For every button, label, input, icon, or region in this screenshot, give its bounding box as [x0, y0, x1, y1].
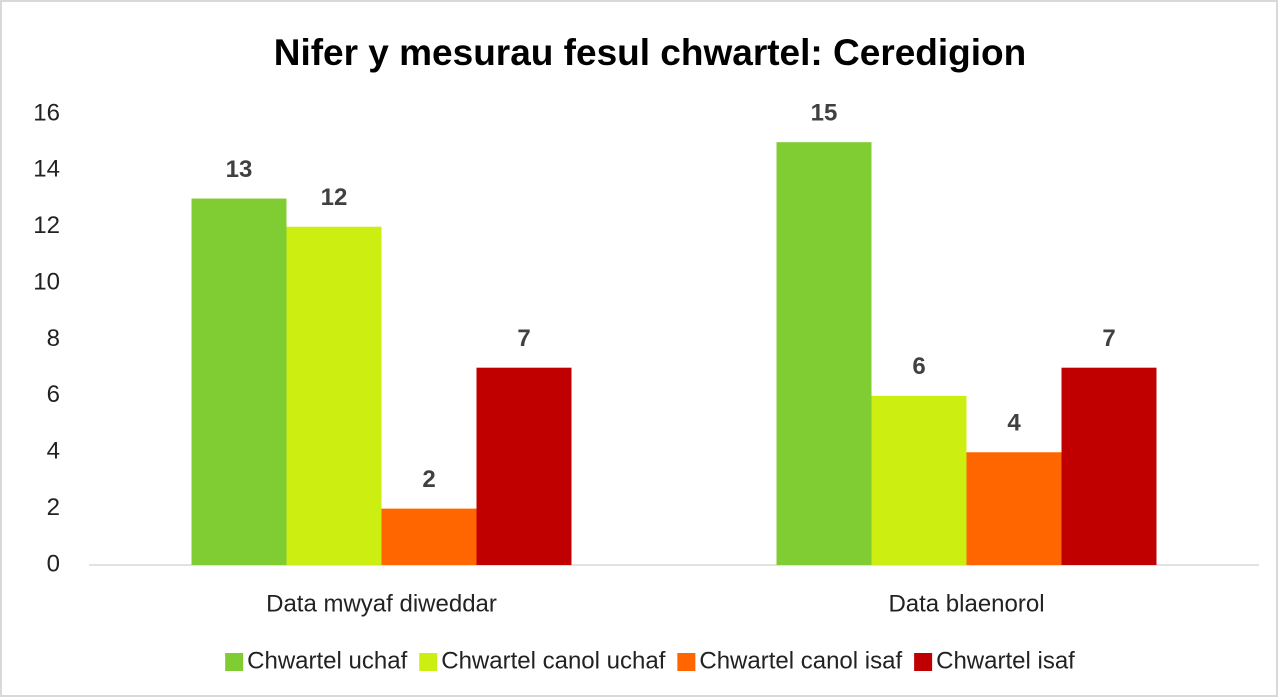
bar	[1061, 367, 1157, 565]
y-tick-label: 12	[33, 212, 60, 239]
value-label: 2	[422, 466, 435, 493]
x-tick-label: Data mwyaf diweddar	[266, 590, 497, 617]
value-label: 13	[226, 156, 253, 183]
legend-label: Chwartel canol isaf	[699, 647, 902, 674]
value-label: 7	[1102, 325, 1115, 352]
x-tick-label: Data blaenorol	[888, 590, 1044, 617]
y-tick-label: 6	[47, 381, 60, 408]
legend-swatch	[677, 653, 696, 671]
bar	[476, 367, 572, 565]
chart-title: Nifer y mesurau fesul chwartel: Ceredigi…	[274, 32, 1027, 73]
y-tick-label: 8	[47, 325, 60, 352]
bar	[381, 508, 477, 565]
legend-label: Chwartel uchaf	[247, 647, 407, 674]
y-tick-label: 16	[33, 99, 60, 126]
legend-swatch	[914, 653, 933, 671]
bar	[191, 198, 287, 565]
value-label: 4	[1007, 410, 1021, 437]
value-label: 12	[321, 184, 348, 211]
y-tick-label: 0	[47, 550, 60, 577]
y-tick-label: 10	[33, 268, 60, 295]
legend-label: Chwartel canol uchaf	[441, 647, 665, 674]
y-tick-label: 14	[33, 156, 60, 183]
value-label: 15	[811, 100, 838, 127]
bar	[871, 395, 967, 565]
legend-label: Chwartel isaf	[936, 647, 1075, 674]
legend-swatch	[225, 653, 244, 671]
value-label: 6	[912, 353, 925, 380]
bar	[966, 452, 1062, 565]
value-label: 7	[517, 325, 530, 352]
y-tick-label: 4	[47, 438, 60, 465]
bar	[286, 226, 382, 565]
legend-swatch	[419, 653, 438, 671]
bar	[776, 142, 872, 565]
y-tick-label: 2	[47, 494, 60, 521]
